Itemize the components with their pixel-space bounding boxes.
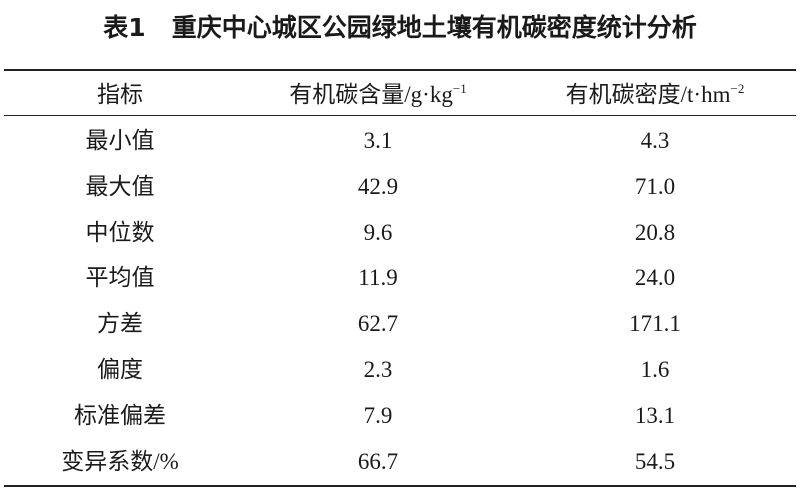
header-text: 有机碳含量/g·kg	[289, 82, 453, 107]
table-cell: 13.1	[634, 402, 676, 428]
header-cell: 指标	[0, 72, 250, 118]
row-label: 偏度	[97, 357, 143, 382]
header-cell: 有机碳含量/g·kg−1	[248, 72, 508, 118]
table-cell: 20.8	[634, 219, 676, 245]
table-cell: 2.3	[363, 357, 393, 382]
header-rule	[4, 115, 796, 116]
table-cell: 62.7	[357, 311, 399, 337]
table-cell: 42.9	[357, 173, 399, 199]
header-text: 指标	[97, 82, 143, 107]
top-rule	[4, 69, 796, 71]
row-label: 方差	[97, 311, 143, 337]
row-label: 最小值	[85, 128, 155, 153]
row-label: 中位数	[85, 219, 155, 245]
table-cell: 54.5	[634, 448, 676, 474]
caption-label: 表1	[103, 13, 146, 42]
table-cell: 71.0	[634, 173, 676, 199]
table-cell: 9.6	[363, 219, 393, 245]
caption-title: 重庆中心城区公园绿地土壤有机碳密度统计分析	[171, 13, 697, 42]
row-label: 标准偏差	[74, 402, 166, 428]
table-cell: 171.1	[629, 311, 681, 337]
unit-exponent: −2	[730, 81, 745, 96]
row-label: 变异系数/%	[61, 448, 179, 474]
table-cell: 66.7	[357, 448, 399, 474]
table-cell: 4.3	[640, 128, 670, 153]
header-cell: 有机碳密度/t·hm−2	[525, 72, 785, 118]
table-cell: 11.9	[358, 265, 398, 291]
bottom-rule	[4, 485, 796, 487]
table-cell: 24.0	[634, 265, 676, 291]
header-text: 有机碳密度/t·hm	[565, 82, 731, 107]
table-caption: 表1 重庆中心城区公园绿地土壤有机碳密度统计分析	[0, 8, 800, 48]
unit-exponent: −1	[452, 81, 467, 96]
row-label: 平均值	[85, 265, 155, 291]
row-label: 最大值	[85, 173, 155, 199]
table-cell: 1.6	[640, 357, 670, 382]
table-cell: 3.1	[363, 128, 393, 153]
table-cell: 7.9	[363, 402, 393, 428]
